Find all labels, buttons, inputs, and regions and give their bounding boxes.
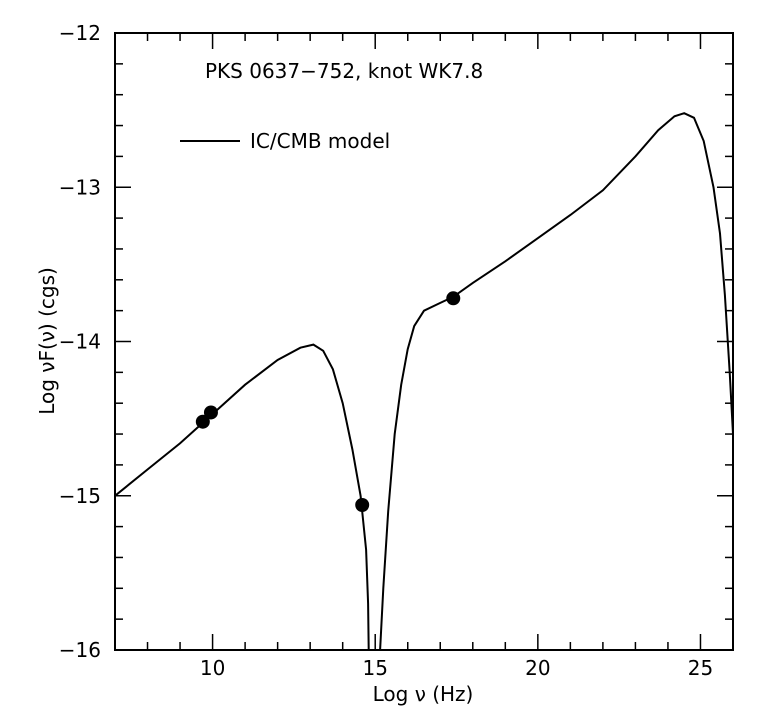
x-axis-label: Log ν (Hz) [373, 682, 474, 706]
y-tick-label: −14 [59, 330, 101, 354]
ic-cmb-model-curve-segment [114, 343, 370, 651]
y-axis-label: Log νF(ν) (cgs) [35, 267, 59, 415]
x-tick-label: 25 [688, 656, 713, 680]
chart-annotation: PKS 0637−752, knot WK7.8 [205, 59, 483, 83]
data-point [195, 414, 210, 429]
data-point [203, 405, 218, 420]
legend-label-ic-cmb-model: IC/CMB model [250, 129, 390, 153]
y-tick-label: −13 [59, 175, 101, 199]
x-tick-label: 20 [525, 656, 550, 680]
tick-labels: 10 15 20 25 −16 −15 −14 −13 −12 [59, 21, 713, 680]
data-point [446, 291, 461, 306]
plot-area [114, 112, 734, 651]
plot-frame [114, 32, 734, 651]
x-tick-label: 10 [200, 656, 225, 680]
y-tick-label: −15 [59, 484, 101, 508]
axis-ticks [114, 32, 734, 651]
y-tick-label: −12 [59, 21, 101, 45]
y-tick-label: −16 [59, 638, 101, 662]
ic-cmb-model-curve-segment [379, 112, 734, 651]
data-point [355, 498, 370, 513]
x-tick-label: 15 [362, 656, 387, 680]
